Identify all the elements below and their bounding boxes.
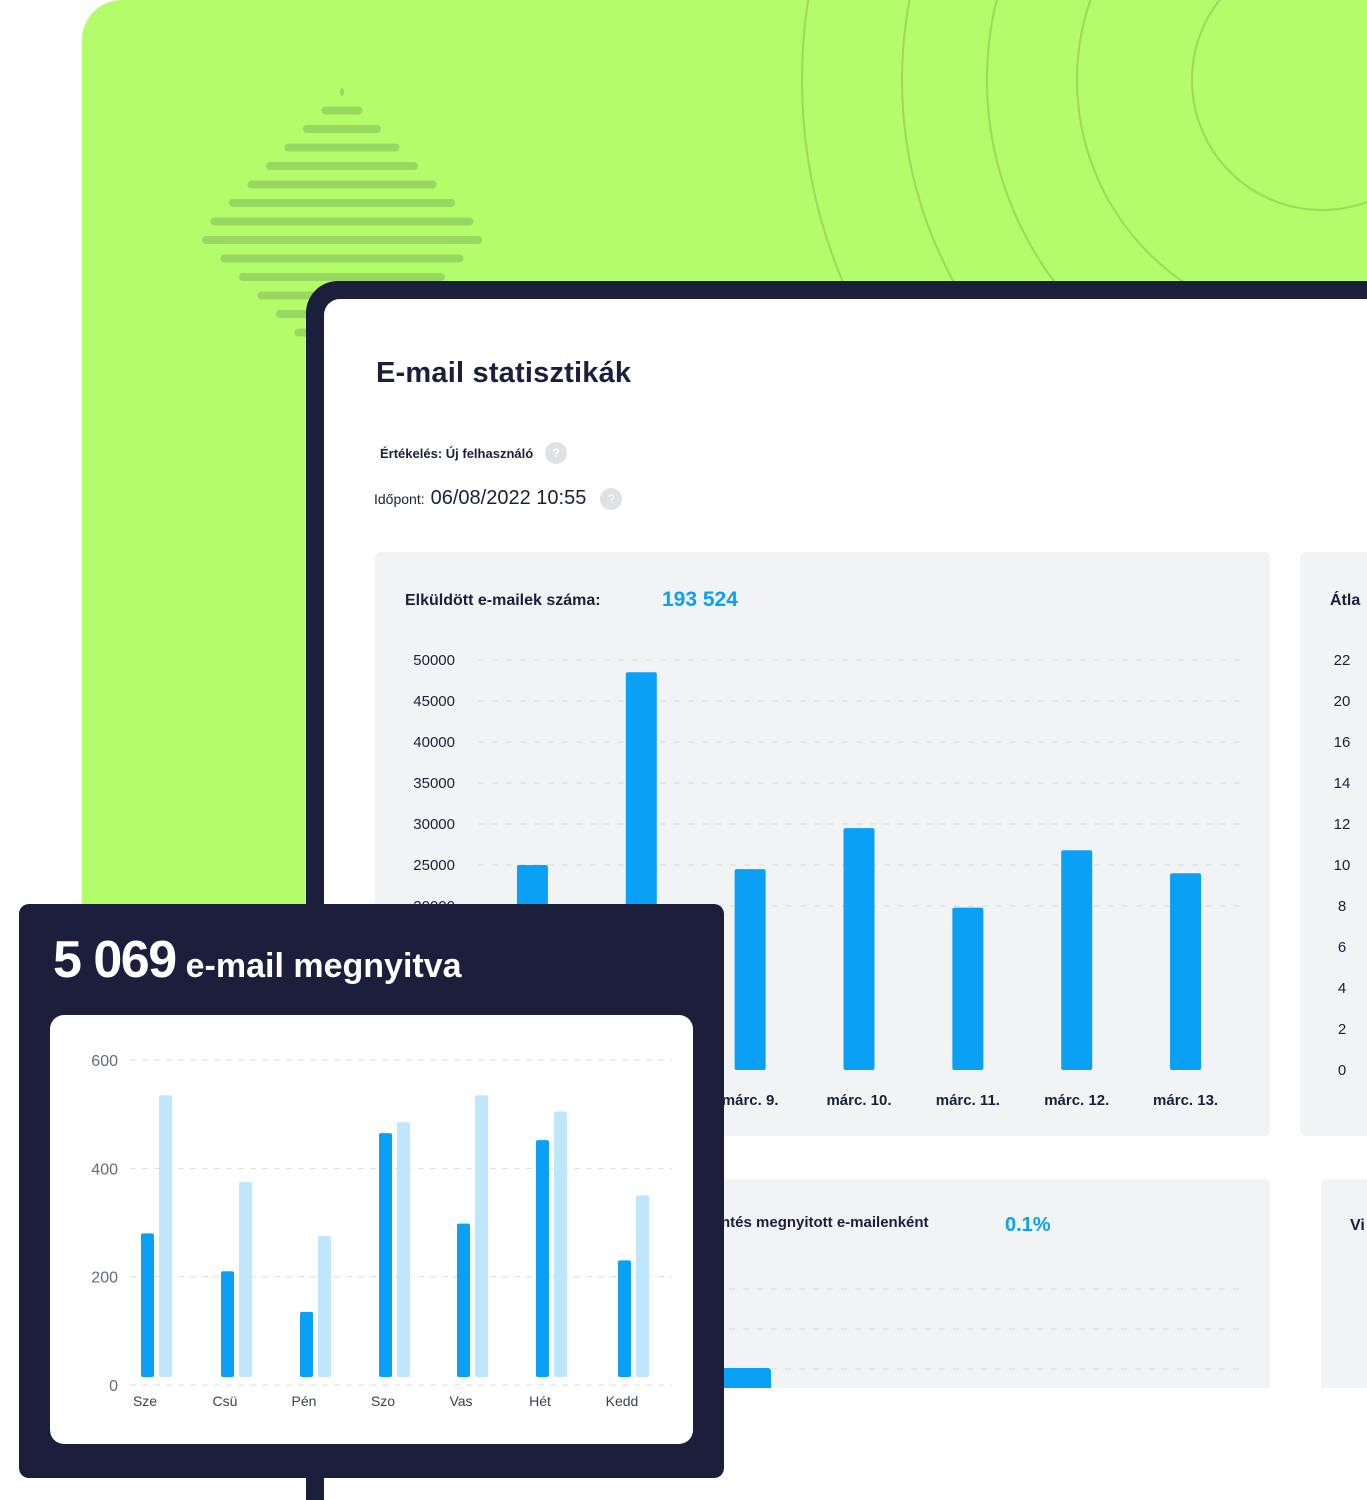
bar xyxy=(318,1236,331,1377)
x-tick-label: Pén xyxy=(292,1393,317,1409)
bar xyxy=(734,869,766,1070)
x-tick-label: Kedd xyxy=(606,1393,639,1409)
stripe xyxy=(340,88,344,96)
stripe xyxy=(284,143,400,152)
question-icon[interactable]: ? xyxy=(600,487,623,510)
opened-emails-chart: 600 400 200 0 Sze Csü Pén Szo Vas Hét Kedd xyxy=(91,1053,672,1409)
bar xyxy=(1061,850,1093,1070)
bar xyxy=(141,1233,154,1377)
bar xyxy=(536,1140,549,1377)
time-row: Időpont: 06/08/2022 10:55 ? xyxy=(374,487,623,510)
vi-card-title: Vi xyxy=(1350,1217,1365,1234)
average-card: Átla 22 20 16 14 12 10 8 6 4 2 0 xyxy=(1300,552,1367,1136)
stripe xyxy=(266,162,418,170)
stripe xyxy=(303,125,381,133)
y-tick-label: 30000 xyxy=(413,816,455,833)
x-tick-label: márc. 10. xyxy=(826,1092,891,1109)
vi-card: Vi xyxy=(1321,1179,1367,1388)
y-tick-label: 2 xyxy=(1338,1021,1346,1038)
x-tick-label: Hét xyxy=(529,1393,551,1409)
y-tick-label: 0 xyxy=(1338,1062,1346,1079)
open-rate-title: ntés megnyitott e-mailenként xyxy=(721,1214,929,1231)
opened-emails-card: 5 069 e-mail megnyitva 600 400 200 0 Sze Csü P… xyxy=(19,904,724,1478)
opened-label: e-mail megnyitva xyxy=(185,947,462,985)
bar xyxy=(636,1195,649,1377)
question-icon[interactable]: ? xyxy=(545,442,568,464)
open-rate-value: 0.1% xyxy=(1005,1214,1051,1236)
bar xyxy=(239,1181,252,1377)
x-tick-label: márc. 13. xyxy=(1153,1092,1218,1109)
x-tick-label: Csü xyxy=(213,1393,238,1409)
opened-count: 5 069 xyxy=(53,931,177,989)
page-title: E-mail statisztikák xyxy=(376,357,632,389)
x-tick-label: márc. 9. xyxy=(722,1092,779,1109)
y-tick-label: 6 xyxy=(1338,939,1346,956)
y-tick-label: 4 xyxy=(1338,980,1346,997)
bar xyxy=(1170,873,1202,1070)
bar xyxy=(843,828,875,1070)
bar xyxy=(300,1311,313,1377)
y-tick-label: 12 xyxy=(1334,816,1351,833)
y-tick-label: 8 xyxy=(1338,898,1346,915)
bar xyxy=(721,1368,771,1388)
stripe xyxy=(321,106,363,115)
sent-emails-title: Elküldött e-mailek száma: xyxy=(405,592,601,609)
opened-emails-heading: 5 069 e-mail megnyitva xyxy=(53,930,462,990)
y-tick-label: 14 xyxy=(1334,775,1351,792)
time-label: Időpont: xyxy=(374,490,425,507)
bar xyxy=(379,1133,392,1377)
average-card-title: Átla xyxy=(1330,592,1361,609)
y-tick-label: 10 xyxy=(1334,857,1351,874)
x-tick-label: Vas xyxy=(449,1393,472,1409)
bar xyxy=(221,1271,234,1377)
y-tick-label: 600 xyxy=(91,1053,118,1070)
stripe xyxy=(247,180,437,189)
vi-chart xyxy=(1321,1179,1367,1388)
y-tick-label: 45000 xyxy=(413,693,455,710)
x-tick-label: Szo xyxy=(371,1393,395,1409)
stripe xyxy=(229,199,455,207)
bar xyxy=(457,1223,470,1377)
y-tick-label: 40000 xyxy=(413,734,455,751)
bar xyxy=(397,1122,410,1377)
y-tick-label: 400 xyxy=(91,1161,118,1178)
bar xyxy=(618,1260,631,1377)
stripe xyxy=(210,217,474,226)
y-tick-label: 16 xyxy=(1334,734,1351,751)
sent-emails-value: 193 524 xyxy=(662,588,738,611)
bar xyxy=(554,1111,567,1377)
evaluation-row: Értékelés: Új felhasználó ? xyxy=(380,442,568,464)
opened-chart-panel: 600 400 200 0 Sze Csü Pén Szo Vas Hét Kedd xyxy=(50,1015,693,1444)
bar xyxy=(952,907,984,1070)
bar xyxy=(159,1095,172,1377)
y-tick-label: 20 xyxy=(1334,693,1351,710)
y-tick-label: 200 xyxy=(91,1270,118,1287)
evaluation-label: Értékelés: Új felhasználó xyxy=(380,445,534,461)
x-tick-label: Sze xyxy=(133,1393,157,1409)
x-tick-label: márc. 12. xyxy=(1044,1092,1109,1109)
y-tick-label: 0 xyxy=(109,1378,118,1395)
open-rate-chart xyxy=(715,1288,1240,1388)
stripe xyxy=(239,273,445,281)
stripe xyxy=(220,254,464,263)
y-tick-label: 22 xyxy=(1334,652,1351,669)
y-tick-label: 50000 xyxy=(413,652,455,669)
bar xyxy=(475,1095,488,1377)
stripe xyxy=(202,236,482,244)
time-value: 06/08/2022 10:55 xyxy=(430,487,587,509)
y-tick-label: 35000 xyxy=(413,775,455,792)
x-tick-label: márc. 11. xyxy=(936,1092,1000,1109)
y-tick-label: 25000 xyxy=(413,857,455,874)
